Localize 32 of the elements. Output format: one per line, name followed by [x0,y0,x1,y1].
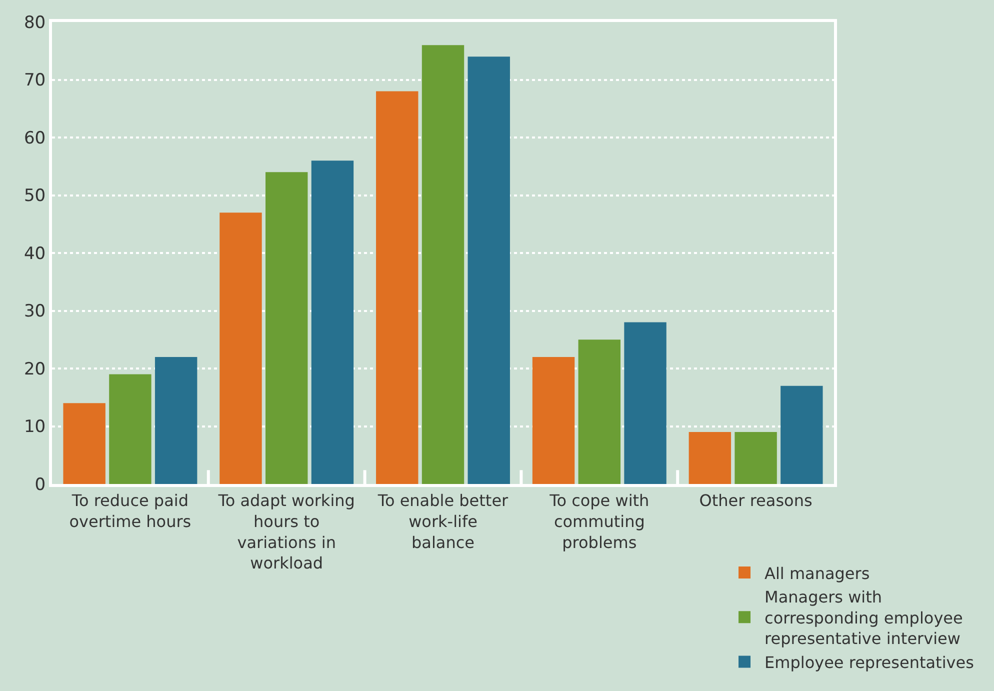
y-tick-label: 0 [34,474,46,495]
bar [311,160,354,484]
y-tick-label: 80 [24,12,46,33]
legend-label: All managers [764,564,870,583]
x-tick-label: To adapt working hours to variations in workload [217,491,355,573]
x-tick-label: To cope with commuting problems [548,491,650,552]
y-tick-label: 40 [24,244,46,264]
bar [468,56,510,484]
bar [220,212,262,484]
bar [624,322,666,484]
y-tick-label: 20 [24,359,46,380]
bar [109,374,152,484]
legend-label: Managers with corresponding employee representative interview [764,588,963,648]
y-tick-label: 60 [24,128,46,148]
bar [422,45,464,484]
x-tick-label: To enable better work-life balance [376,491,509,552]
bar [780,386,823,484]
bar [734,432,777,484]
y-tick-label: 30 [24,302,46,322]
x-tick-label: To reduce paid overtime hours [69,491,192,531]
legend-label: Employee representatives [764,652,974,672]
bar [578,340,620,484]
bar [688,432,732,484]
bar [532,356,575,484]
x-tick-label: Other reasons [699,491,812,510]
y-tick-label: 70 [24,70,46,91]
y-tick-label: 50 [24,186,46,206]
y-tick-label: 10 [24,417,46,438]
bar [266,172,308,484]
bar [63,403,106,484]
bar [154,356,198,484]
bar [376,91,418,484]
